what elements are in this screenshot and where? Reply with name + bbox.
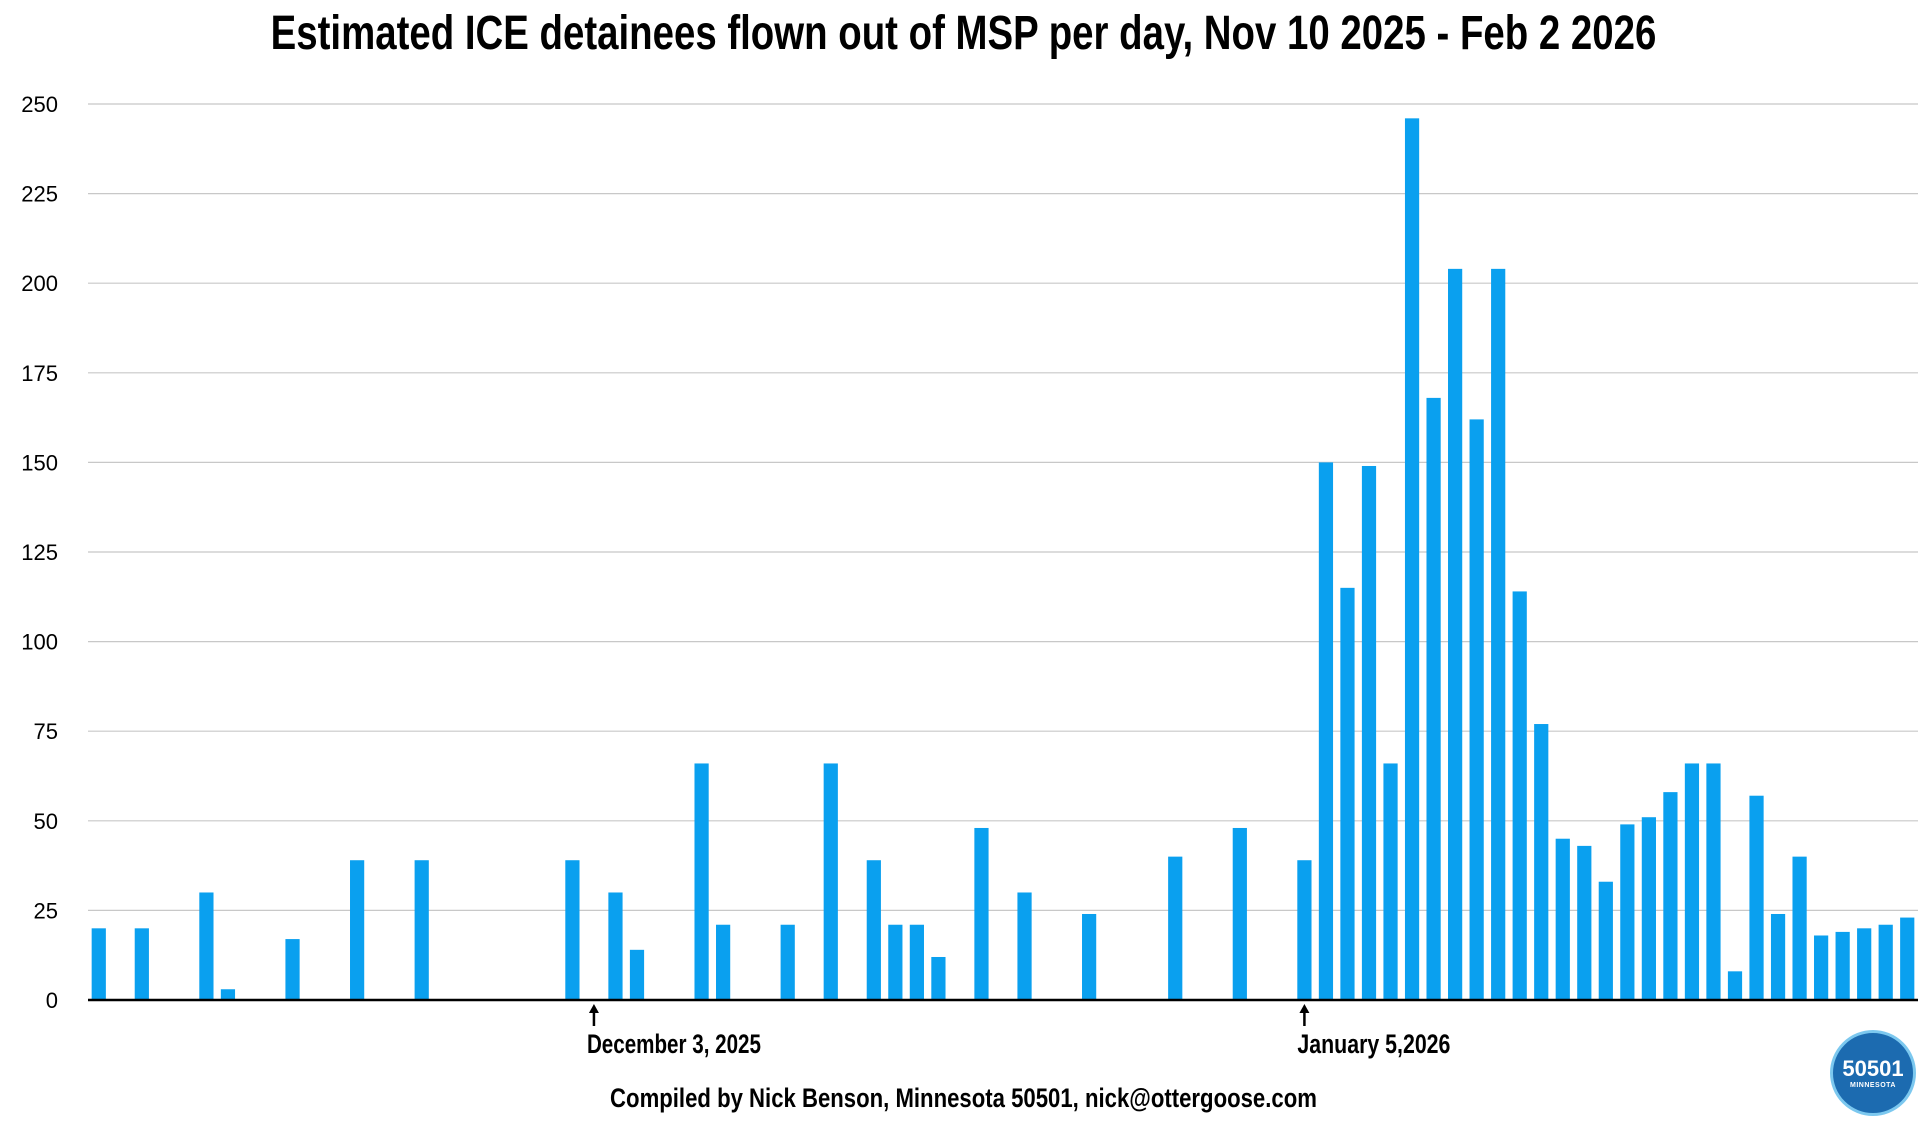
chart-title: Estimated ICE detainees flown out of MSP… <box>270 7 1657 60</box>
bar <box>1577 845 1592 1000</box>
bar <box>1706 763 1721 1000</box>
bar <box>1663 792 1678 1000</box>
bar <box>1900 917 1915 1000</box>
bar <box>1857 928 1872 1000</box>
bar <box>199 892 214 1000</box>
credit-line: Compiled by Nick Benson, Minnesota 50501… <box>610 1083 1317 1113</box>
bar <box>565 860 580 1000</box>
y-tick-label: 25 <box>34 898 58 923</box>
bar <box>1792 856 1807 1000</box>
bar <box>866 860 881 1000</box>
bar <box>1361 465 1377 1000</box>
bar <box>1426 397 1441 1000</box>
bar <box>716 924 731 1000</box>
bar <box>780 924 795 1000</box>
bar <box>694 763 709 1000</box>
bar <box>974 827 989 1000</box>
bar <box>1620 824 1635 1000</box>
y-tick-label: 125 <box>21 540 58 565</box>
bar <box>1727 971 1743 1000</box>
bar <box>220 989 236 1000</box>
date-annotations: December 3, 2025 January 5,2026 <box>587 1004 1450 1059</box>
annotation-label: December 3, 2025 <box>587 1029 761 1059</box>
bar <box>1168 856 1183 1000</box>
bar <box>350 860 365 1000</box>
bar <box>608 892 623 1000</box>
bar <box>1684 763 1700 1000</box>
date-annotation: January 5,2026 <box>1297 1004 1450 1059</box>
bar <box>1534 724 1549 1000</box>
bar <box>1340 587 1355 1000</box>
y-tick-label: 250 <box>21 92 58 117</box>
annotation-arrow-head <box>588 1004 599 1013</box>
bar <box>1641 817 1656 1000</box>
bar <box>629 949 645 1000</box>
annotation-label: January 5,2026 <box>1297 1029 1450 1059</box>
y-tick-label: 225 <box>21 182 58 207</box>
bar <box>1082 913 1097 1000</box>
y-tick-label: 150 <box>21 450 58 475</box>
bar <box>1469 419 1484 1001</box>
bar <box>1878 924 1893 1000</box>
bar <box>1318 462 1334 1000</box>
y-tick-label: 175 <box>21 361 58 386</box>
bar <box>1017 892 1032 1000</box>
bar <box>1512 591 1527 1000</box>
y-tick-label: 100 <box>21 630 58 655</box>
y-tick-label: 50 <box>34 809 58 834</box>
bar <box>414 860 429 1000</box>
bar <box>1749 795 1764 1000</box>
y-tick-label: 200 <box>21 271 58 296</box>
bar <box>1297 860 1312 1000</box>
annotation-arrow-head <box>1299 1004 1310 1013</box>
minnesota-50501-logo: 50501 MINNESOTA <box>1830 1030 1916 1116</box>
y-tick-label: 0 <box>46 988 58 1013</box>
y-axis-ticks: 0 25 50 75 100 125 150 175 200 225 250 <box>21 92 58 1013</box>
bar <box>1383 763 1398 1000</box>
bar <box>1770 913 1786 1000</box>
gridlines <box>88 103 1918 912</box>
bar <box>909 924 924 1000</box>
bar <box>1491 268 1506 1000</box>
bar <box>1404 118 1420 1000</box>
bar <box>1555 838 1570 1000</box>
bars <box>91 118 1915 1001</box>
bar <box>931 956 946 1000</box>
bar <box>888 924 903 1000</box>
bar <box>1835 931 1850 1000</box>
date-annotation: December 3, 2025 <box>587 1004 761 1059</box>
bar <box>91 928 106 1000</box>
bar <box>1232 827 1247 1000</box>
bar <box>1814 935 1829 1000</box>
bar <box>285 939 300 1000</box>
bar <box>1448 268 1463 1000</box>
bar <box>823 763 838 1000</box>
bar <box>134 928 149 1000</box>
bar <box>1598 881 1613 1000</box>
y-tick-label: 75 <box>34 719 58 744</box>
